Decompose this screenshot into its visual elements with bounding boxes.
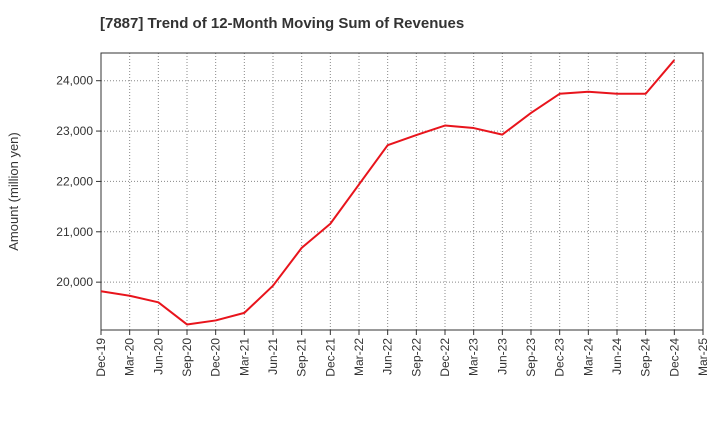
y-axis-title: Amount (million yen): [6, 132, 21, 251]
x-tick-label: Dec-23: [553, 338, 567, 377]
x-axis-ticks: Dec-19 Mar-20 Jun-20 Sep-20 Dec-20 Mar-21 Jun-…: [94, 330, 710, 377]
x-tick-label: Dec-20: [209, 338, 223, 377]
x-tick-label: Mar-24: [581, 338, 595, 376]
y-tick-label: 20,000: [56, 275, 93, 289]
x-tick-label: Jun-21: [266, 338, 280, 375]
x-tick-label: Jun-24: [610, 338, 624, 375]
x-tick-label: Mar-21: [237, 338, 251, 376]
x-tick-label: Sep-24: [639, 338, 653, 377]
plot-area: [100, 52, 704, 331]
x-tick-label: Dec-21: [323, 338, 337, 377]
x-tick-label: Sep-20: [180, 338, 194, 377]
revenue-series-line: [100, 59, 676, 326]
x-tick-label: Mar-25: [696, 338, 710, 376]
x-tick-label: Jun-23: [495, 338, 509, 375]
y-tick-label: 22,000: [56, 174, 93, 188]
y-tick-label: 21,000: [56, 225, 93, 239]
y-tick-label: 23,000: [56, 124, 93, 138]
y-axis-ticks: 20,000 21,000 22,000 23,000 24,000: [56, 74, 101, 289]
x-tick-label: Sep-21: [295, 338, 309, 377]
x-tick-label: Dec-24: [667, 338, 681, 377]
x-tick-label: Dec-22: [438, 338, 452, 377]
x-tick-label: Jun-22: [381, 338, 395, 375]
grid: [101, 53, 703, 330]
x-tick-label: Mar-23: [467, 338, 481, 376]
chart-title: [7887] Trend of 12-Month Moving Sum of R…: [100, 15, 465, 32]
x-tick-label: Dec-19: [94, 338, 108, 377]
x-tick-label: Sep-23: [524, 338, 538, 377]
y-tick-label: 24,000: [56, 74, 93, 88]
x-tick-label: Mar-20: [123, 338, 137, 376]
x-tick-label: Mar-22: [352, 338, 366, 376]
x-tick-label: Sep-22: [409, 338, 423, 377]
x-tick-label: Jun-20: [151, 338, 165, 375]
